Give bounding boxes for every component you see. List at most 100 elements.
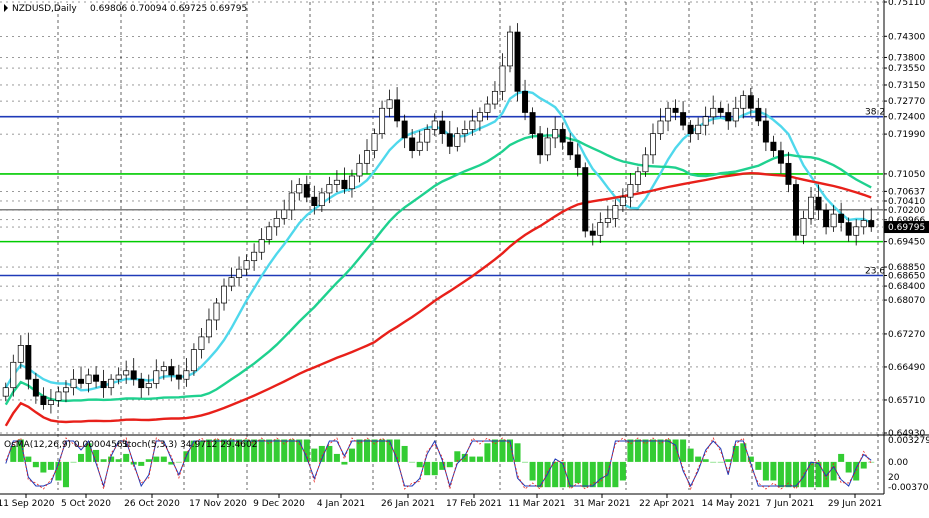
osma-bar xyxy=(845,461,852,473)
osma-bar xyxy=(868,461,875,463)
candle xyxy=(800,210,807,245)
candle xyxy=(379,100,386,139)
stoch-tick-label: 20 xyxy=(888,473,900,483)
osma-bar xyxy=(160,456,167,462)
open-value: 0.69806 xyxy=(90,4,127,14)
osma-bar xyxy=(198,440,205,462)
price-tick-label: 0.71990 xyxy=(888,130,925,140)
osma-bar xyxy=(830,461,837,481)
osma-bar xyxy=(123,453,130,462)
osma-bar xyxy=(115,459,122,462)
candles-layer xyxy=(2,23,875,414)
date-tick-label: 17 Nov 2020 xyxy=(189,499,247,509)
date-tick-label: 29 Jun 2021 xyxy=(828,499,882,509)
candle xyxy=(326,176,333,204)
chart-header: NZDUSD,Daily 0.69806 0.70094 0.69725 0.6… xyxy=(4,4,247,14)
candle xyxy=(567,133,574,160)
osma-bar xyxy=(32,461,39,468)
osma-bar xyxy=(236,439,243,462)
candle xyxy=(612,199,619,228)
candle xyxy=(130,358,137,386)
osma-bar xyxy=(62,461,69,488)
candle xyxy=(40,387,47,410)
osma-bar xyxy=(153,456,160,462)
candle xyxy=(228,267,235,292)
candle xyxy=(160,361,167,380)
price-tick-label: 0.70200 xyxy=(888,206,925,216)
price-tick-label: 0.67270 xyxy=(888,330,925,340)
osma-bar xyxy=(762,461,769,481)
candle xyxy=(439,110,446,144)
osma-bar xyxy=(552,461,559,488)
candle xyxy=(386,89,393,118)
osma-bar xyxy=(47,461,54,470)
candle xyxy=(85,368,92,393)
osma-bar xyxy=(333,453,340,462)
osma-bar xyxy=(93,449,100,462)
candle xyxy=(348,169,355,198)
high-value: 0.70094 xyxy=(130,4,167,14)
candle xyxy=(650,123,656,164)
candle xyxy=(717,101,724,118)
osma-bar xyxy=(853,461,860,481)
candle xyxy=(32,372,39,404)
osma-bar xyxy=(168,461,175,465)
date-tick-label: 26 Oct 2020 xyxy=(124,499,180,509)
osma-bar xyxy=(815,461,822,488)
candle xyxy=(559,123,566,150)
candle xyxy=(62,380,69,403)
candle xyxy=(830,205,837,232)
candle xyxy=(725,103,732,130)
candle xyxy=(115,367,122,385)
osma-bar xyxy=(175,461,182,463)
candle xyxy=(785,151,792,193)
osma-label: OsMA(12,26,9) 0.00004561 xyxy=(4,440,128,450)
osma-bar xyxy=(416,461,423,468)
osma-bar xyxy=(108,456,115,462)
moving-average-line xyxy=(4,171,872,427)
candle xyxy=(311,185,318,215)
osma-bar xyxy=(288,439,295,462)
candle xyxy=(574,143,581,177)
date-tick-label: 22 Apr 2021 xyxy=(639,499,695,509)
price-tick-label: 0.72770 xyxy=(888,97,925,107)
osma-bar xyxy=(657,439,664,462)
osma-bar xyxy=(303,439,310,462)
osma-bar xyxy=(589,461,596,488)
date-tick-label: 14 May 2021 xyxy=(702,499,761,509)
candle xyxy=(251,243,258,271)
osma-bar xyxy=(649,439,656,462)
price-tick-label: 0.73800 xyxy=(888,53,925,63)
osma-bar xyxy=(506,439,514,462)
candle xyxy=(770,135,777,157)
osma-bar xyxy=(55,461,62,481)
price-tick-label: 0.68850 xyxy=(888,263,925,273)
candle xyxy=(868,207,875,232)
candle xyxy=(145,374,152,396)
osma-bar xyxy=(17,439,24,462)
osma-bar xyxy=(747,456,754,462)
osma-bar xyxy=(348,448,355,462)
osma-bar xyxy=(70,461,77,463)
osma-bar xyxy=(777,461,784,488)
candle xyxy=(589,223,596,246)
osc-tick-label: 0.003279 xyxy=(888,436,929,446)
osma-bar xyxy=(665,439,672,462)
candle xyxy=(364,139,370,174)
candle xyxy=(175,364,182,390)
osma-bar xyxy=(25,456,32,462)
osma-bar xyxy=(567,461,574,488)
candle xyxy=(634,166,641,193)
osma-bar xyxy=(499,439,506,462)
candle xyxy=(604,205,611,228)
osma-bar xyxy=(740,443,747,462)
candle xyxy=(153,359,160,389)
osma-bar xyxy=(634,439,641,462)
osma-bar xyxy=(755,461,762,470)
stoch-signal-line xyxy=(5,437,872,491)
stoch-label: Stoch(5,3,3) 34.9712 29.4602 xyxy=(122,440,257,450)
candle xyxy=(777,141,784,174)
